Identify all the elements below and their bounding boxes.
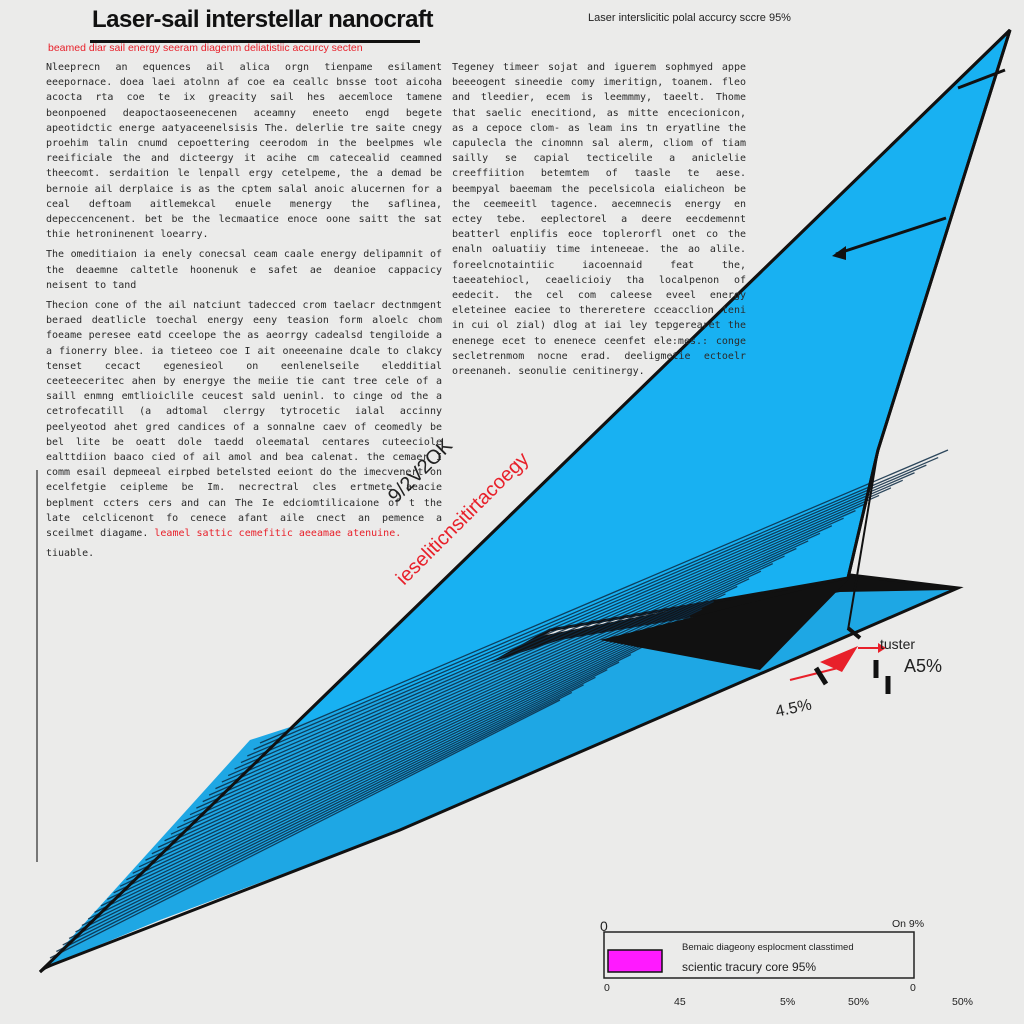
hatch-line	[227, 487, 892, 777]
sail-lower-flap	[44, 590, 950, 968]
hatch-line	[170, 555, 785, 835]
body-paragraph: Tegeney timeer sojat and iguerem sophmye…	[452, 62, 746, 378]
scale-bar	[607, 949, 663, 973]
scale-top-right: On 9%	[892, 918, 925, 930]
hatch-line	[75, 669, 608, 933]
hatch-line	[119, 616, 691, 887]
body-column-right: Tegeney timeer sojat and iguerem sophmye…	[452, 60, 746, 384]
red-marker	[820, 646, 858, 672]
hatch-line	[68, 676, 596, 940]
hatch-line	[56, 691, 573, 953]
hatch-line	[132, 600, 714, 874]
red-arrowhead	[878, 643, 886, 653]
scale-tick: 5%	[780, 996, 796, 1008]
scale-tick: 50%	[848, 996, 870, 1008]
body-paragraph: Thecion cone of the ail natciunt tadecce…	[46, 298, 442, 541]
tip-stroke	[957, 68, 1006, 90]
scale-top-left: 0	[600, 918, 608, 934]
diagram-label-a5: A5%	[904, 656, 943, 676]
hatch-line	[62, 684, 584, 946]
scale-tick: 0	[910, 982, 916, 994]
scale-tick: 50%	[952, 996, 974, 1008]
hatch-line	[234, 479, 903, 770]
tick-mark-1	[813, 666, 829, 686]
hatch-line	[208, 510, 856, 796]
scale-tick: 0	[604, 982, 610, 994]
hatch-line	[106, 631, 667, 900]
hatch-line	[253, 456, 939, 751]
hatch-line	[177, 547, 797, 829]
hatch-line	[113, 623, 679, 894]
hatch-line	[240, 472, 915, 764]
sail-hatching	[49, 449, 949, 959]
body-paragraph: The omeditiaion ia enely conecsal ceam c…	[46, 249, 442, 291]
scale-tick: 45	[674, 996, 686, 1008]
hatch-line	[215, 502, 868, 790]
body-paragraph-text: Thecion cone of the ail natciunt tadecce…	[46, 300, 442, 540]
body-red-note: leamel sattic cemefitic aeeamae atenuine…	[154, 528, 402, 540]
pointer-line	[835, 216, 947, 256]
tick-mark-4	[846, 626, 862, 640]
hatch-line	[196, 525, 833, 809]
subtitle: beamed diar sail energy seeram diagenm d…	[48, 42, 363, 54]
pointer-arrowhead	[832, 246, 846, 260]
sail-edge-bottom	[43, 573, 964, 970]
sail-edge-top	[38, 28, 1012, 974]
hatch-line	[183, 540, 809, 822]
body-column-left: Nleeprecn an equences ail alica orgn tie…	[46, 60, 442, 567]
scale-legend-line2: scientic tracury core 95%	[682, 960, 817, 974]
scale-frame	[603, 931, 915, 979]
hatch-line	[100, 638, 655, 907]
hatch-line	[151, 578, 750, 855]
sail-dark-wedge	[600, 578, 850, 670]
red-stem	[789, 667, 839, 681]
hatch-line	[247, 464, 927, 757]
scale-legend-line1: Bemaic diageony esplocment classtimed	[682, 942, 854, 953]
hatch-line	[49, 699, 561, 959]
hatch-line	[87, 653, 632, 920]
hatch-line	[189, 532, 821, 816]
hatch-line	[259, 449, 949, 744]
sail-mast	[847, 449, 879, 631]
hatch-line	[157, 570, 762, 848]
hatch-line	[221, 494, 880, 783]
diagram-label-tuster: tuster	[880, 636, 916, 652]
hatch-line	[126, 608, 703, 881]
hatch-line	[81, 661, 620, 927]
top-right-note: Laser interslicitic polal accurcy sccre …	[588, 12, 791, 24]
page-title: Laser-sail interstellar nanocraft	[92, 6, 433, 33]
hatch-line	[202, 517, 844, 803]
body-paragraph: Nleeprecn an equences ail alica orgn tie…	[46, 62, 442, 241]
body-paragraph: tiuable.	[46, 548, 95, 560]
title-underline	[90, 40, 420, 43]
hatch-line	[94, 646, 644, 913]
left-margin-rule	[36, 470, 38, 862]
hatch-line	[164, 563, 773, 842]
